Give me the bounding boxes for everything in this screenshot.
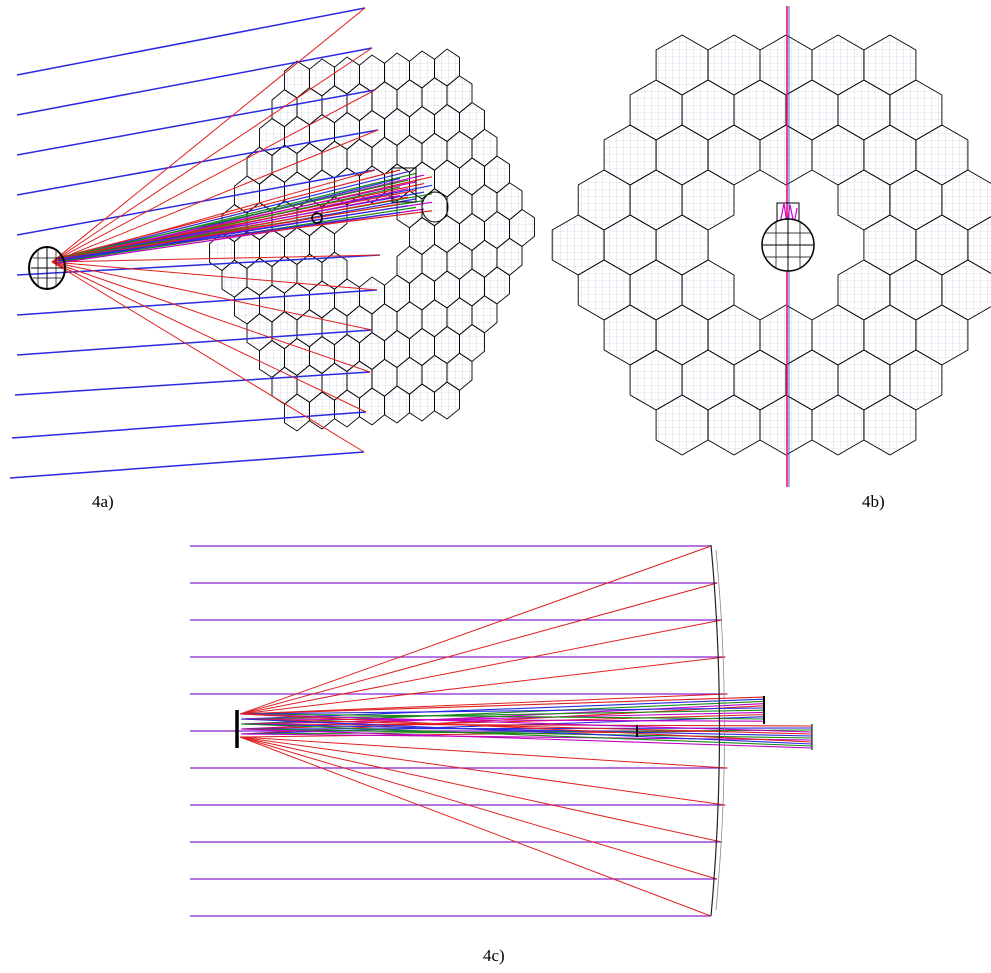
panel-4c-bundle-ray-11 [240,718,765,722]
panel-4c-bundle-ray-10 [240,713,765,720]
panel-4a-reflected-ray-8 [51,261,371,373]
panel-4a-incoming-ray-4 [16,169,376,236]
panel-4a-converging-rays [51,7,433,453]
panel-4b-segment-53 [967,216,991,274]
panel-4a-reflected-ray-0 [51,7,366,263]
panel-4c-bundle-ray-2 [240,700,765,725]
panel-4c-reflected-ray-7 [239,736,726,806]
panel-4a-incoming-ray-5 [16,254,381,276]
panel-label-4c: 4c) [483,946,505,965]
panel-4c-reflected-ray-4 [239,693,728,715]
panel-4a-reflected-ray-7 [51,261,373,331]
panel-4c-bundle-ray-7 [240,711,765,725]
panel-4c-reflected-ray-10 [239,736,711,917]
panel-4c-reflected-ray-1 [239,582,718,715]
panel-4c-reflected-ray-8 [239,736,722,843]
panel-4a-incoming-ray-10 [9,451,365,479]
panel-4a-instrument-package [311,167,449,224]
panel-4a-reflected-ray-6 [51,261,378,291]
panel-4a-incoming-ray-3 [16,129,379,196]
panel-4a-incoming-ray-1 [16,47,373,116]
panel-4a-bundle-ray-21 [57,205,409,262]
panel-4c-bundle-ray-6 [240,709,765,720]
panel-4c-diagram [190,544,813,917]
panel-4a-bundle-ray-6 [57,179,409,259]
panel-4c-instrument-package [636,696,813,750]
panel-4a-diagram [9,7,535,479]
panel-4c-reflected-ray-3 [239,656,726,715]
panel-4a-incoming-ray-9 [11,411,367,439]
panel-4c-reflected-ray-0 [239,545,712,715]
panel-4a-reflected-ray-2 [51,89,376,263]
panel-4c-bundle-ray-5 [240,707,765,715]
panel-4c-converging-rays [239,545,813,917]
panel-4a-reflected-ray-9 [51,261,367,413]
panel-4a-incoming-ray-8 [14,371,371,396]
panel-4c-reflected-ray-9 [239,736,718,880]
panel-4a-reflected-ray-5 [51,254,381,263]
panel-4b-secondary-mirror [761,202,815,272]
panel-4b-primary-mirror [551,34,991,456]
panel-label-4a: 4a) [92,492,114,511]
panel-4c-bundle-ray-12 [240,723,813,727]
panel-4b-segment-48 [941,259,991,321]
panel-4a-secondary-mirror [28,246,66,290]
panel-4c-bundle-ray-20 [240,713,813,743]
panel-4c-bundle-ray-15 [240,713,813,733]
panel-4c-bundle-ray-18 [240,728,813,739]
panel-4a-bundle-ray-0 [57,169,401,259]
panel-4c-reflected-ray-2 [239,619,723,715]
panel-4a-reflected-ray-3 [51,129,379,263]
panel-4b-diagram [551,6,991,487]
panel-4a-bundle-ray-12 [57,189,417,259]
panel-4c-bundle-ray-16 [240,718,813,735]
panel-4c-bundle-ray-22 [240,723,813,747]
panel-4a-incoming-ray-6 [16,289,378,316]
panel-4c-bundle-ray-19 [240,733,813,741]
panel-4c-primary-mirror-profile [710,544,721,917]
panel-label-4b: 4b) [862,492,885,511]
panel-4a-segment-119 [509,208,535,248]
panel-4c-bundle-ray-1 [240,698,765,720]
panel-4a-incoming-ray-2 [16,89,376,156]
panel-4c-bundle-ray-0 [240,696,765,715]
panel-4a-primary-mirror [209,48,535,432]
panel-4c-bundle-ray-17 [240,723,813,737]
panel-4a-reflected-ray-10 [51,261,365,453]
panel-4a-incoming-ray-0 [16,7,366,76]
panel-4a-bundle-ray-25 [57,211,401,260]
panel-4c-bundle-ray-23 [240,728,813,749]
panel-4a-reflected-ray-1 [51,47,373,263]
panel-4a-incoming-rays [9,7,381,479]
panel-4c-reflected-ray-6 [239,736,728,769]
panel-4c-bundle-ray-21 [240,718,813,745]
panel-4a-incoming-ray-7 [16,329,373,356]
